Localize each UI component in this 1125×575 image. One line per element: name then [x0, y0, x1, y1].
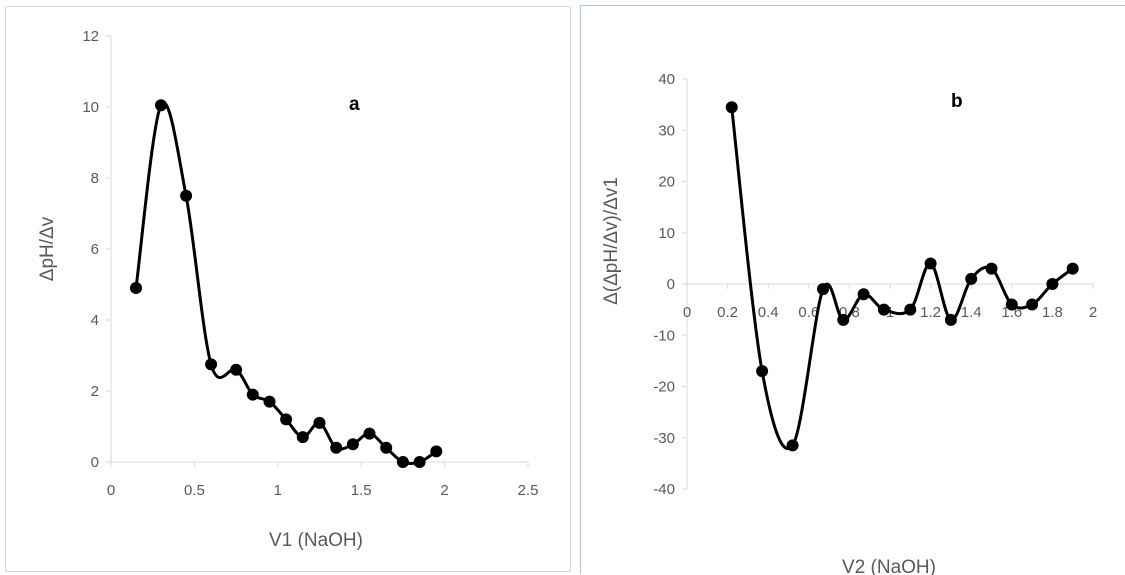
y-tick-label: 4 — [91, 312, 99, 329]
data-point — [924, 257, 937, 270]
data-point — [263, 395, 276, 408]
series-line — [134, 101, 438, 466]
data-point — [155, 99, 167, 112]
data-point — [786, 439, 799, 452]
data-point — [1046, 278, 1059, 290]
y-tick-label: 2 — [91, 383, 99, 400]
data-point — [330, 441, 343, 454]
data-point — [725, 101, 738, 114]
data-point — [180, 189, 193, 202]
x-axis-title: V2 (NaOH) — [842, 557, 936, 575]
panel-label-b: b — [951, 91, 963, 112]
data-point — [246, 388, 259, 401]
data-point — [965, 272, 978, 285]
series-line — [730, 107, 1074, 451]
data-point — [346, 438, 359, 451]
data-point — [857, 288, 870, 301]
data-point — [296, 431, 309, 444]
x-tick-label: 1 — [274, 482, 282, 499]
data-point — [396, 456, 409, 468]
data-point — [205, 358, 218, 371]
y-tick-label: 12 — [82, 28, 99, 45]
data-point — [904, 303, 917, 316]
y-tick-label: 6 — [91, 241, 99, 258]
chart-panel-b: -40 -30 -20 -10 0 10 20 30 40 0 0.2 0.4 0.6 0.8 1 1.2 1.… — [580, 5, 1125, 575]
data-point — [1026, 298, 1039, 311]
data-point — [230, 363, 243, 376]
x-tick-label: 0.2 — [717, 304, 738, 321]
x-tick-label: 0.6 — [798, 304, 819, 321]
data-point — [130, 282, 142, 294]
y-tick-label: 10 — [82, 99, 99, 116]
x-tick-label: 0.4 — [758, 304, 779, 321]
data-point — [280, 413, 293, 426]
x-tick-label: 1.5 — [351, 482, 372, 499]
x-tick-label: 2 — [440, 482, 448, 499]
x-tick-label: 0.5 — [184, 482, 205, 499]
y-tick-label: 20 — [658, 174, 675, 191]
y-axis-title: Δ(ΔpH/Δv)/Δv1 — [601, 177, 622, 305]
data-point — [430, 445, 443, 458]
data-point — [413, 456, 426, 468]
y-tick-label: 10 — [658, 225, 675, 242]
x-tick-label: 1.4 — [961, 304, 982, 321]
data-point — [380, 441, 393, 454]
data-point — [944, 313, 957, 326]
data-point — [756, 365, 769, 378]
y-tick-label: 0 — [91, 454, 99, 471]
data-point — [877, 303, 890, 316]
x-axis-title: V1 (NaOH) — [269, 530, 363, 551]
x-tick-label: 2.5 — [518, 482, 539, 499]
x-tick-label: 1.8 — [1042, 304, 1063, 321]
y-tick-label: 30 — [658, 122, 675, 139]
data-point — [1066, 262, 1079, 275]
y-axis-title: ΔpH/Δv — [37, 216, 58, 281]
y-tick-label: 40 — [658, 71, 675, 88]
y-tick-label: -10 — [653, 327, 675, 344]
data-point — [817, 283, 829, 296]
x-tick-label: 0 — [107, 482, 115, 499]
data-point — [363, 427, 376, 440]
chart-panel-a: 0 2 4 6 8 10 12 0 0.5 1 1.5 2 2.5 V1 (NaOH) ΔpH/Δv a — [5, 6, 571, 572]
y-tick-label: -20 — [653, 379, 675, 396]
chart-a-svg: 0 2 4 6 8 10 12 0 0.5 1 1.5 2 2.5 V1 (NaOH) ΔpH/Δv a — [37, 28, 539, 551]
x-tick-label: 2 — [1089, 304, 1097, 321]
x-tick-label: 0 — [683, 304, 691, 321]
data-point — [313, 416, 326, 429]
y-tick-label: 0 — [667, 276, 675, 293]
y-tick-label: 8 — [91, 170, 99, 187]
y-tick-label: -30 — [653, 430, 675, 447]
y-tick-label: -40 — [653, 481, 675, 498]
data-point — [1005, 298, 1018, 311]
x-tick-label: 1.2 — [920, 304, 941, 321]
data-point — [985, 262, 998, 275]
panel-label-a: a — [349, 94, 360, 115]
data-point — [837, 313, 850, 326]
